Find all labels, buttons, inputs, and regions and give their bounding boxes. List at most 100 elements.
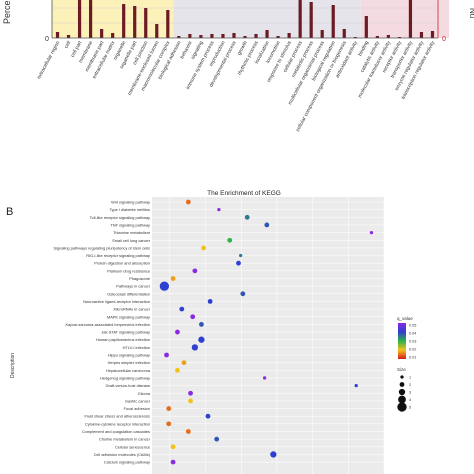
kegg-term-label: Fluid shear stress and atherosclerosis (84, 414, 150, 419)
go-region-molecular-function (360, 0, 450, 38)
q-legend-tick: 0.04 (409, 332, 416, 336)
size-legend-dot (397, 402, 407, 412)
kegg-point (185, 199, 191, 205)
kegg-point (240, 291, 246, 297)
q-legend-tick: 0.02 (409, 348, 416, 352)
kegg-point (188, 398, 193, 404)
kegg-point (264, 222, 270, 228)
kegg-term-label: HTLV-I infection (123, 345, 150, 350)
go-bar (287, 33, 291, 38)
kegg-point (192, 268, 198, 274)
kegg-point (175, 367, 180, 373)
kegg-point (166, 421, 172, 427)
go-bar-chart: Perce Nu 0 0 extracellular region cellcel… (2, 0, 474, 133)
kegg-point (354, 383, 358, 388)
left-axis-label: Perce (2, 0, 12, 24)
kegg-point (175, 329, 180, 335)
go-bar (166, 10, 170, 38)
kegg-term-label: Signaling pathways regulating pluripoten… (54, 245, 151, 250)
kegg-term-label: Graft-versus-host disease (105, 383, 150, 388)
kegg-point (170, 276, 176, 281)
kegg-term-label: Osteoclast differentiation (107, 291, 150, 296)
size-legend: Size 1 2 3 4 5 (397, 367, 411, 412)
go-bar (375, 36, 379, 38)
kegg-point (239, 253, 243, 258)
go-bar (386, 35, 390, 38)
kegg-point (191, 344, 199, 351)
kegg-term-label: Toll-like receptor signaling pathway (90, 215, 150, 220)
right-tick-zero: 0 (442, 36, 446, 43)
q-legend-tick: 0.05 (409, 324, 416, 328)
go-bar (55, 32, 60, 38)
kegg-point (369, 230, 374, 235)
kegg-term-label: Hippo signaling pathway (108, 353, 150, 358)
go-bar (397, 37, 401, 38)
kegg-term-label: RIG-I-like receptor signaling pathway (86, 253, 150, 258)
kegg-point (188, 390, 193, 396)
size-legend-dot (398, 388, 406, 396)
go-bar (298, 0, 302, 38)
kegg-point (244, 214, 250, 220)
kegg-term-label: Glioma (138, 391, 151, 396)
kegg-term-label: Wnt signaling pathway (111, 200, 150, 205)
go-bar (331, 5, 335, 38)
go-region-biological-process (52, 0, 174, 38)
kegg-point (164, 352, 169, 358)
kegg-point (159, 281, 170, 291)
kegg-point (170, 444, 176, 450)
kegg-term-label: Complement and coagulation cascades (82, 429, 150, 434)
kegg-term-label: Focal adhesion (124, 406, 150, 411)
y-axis-title: Description (10, 353, 16, 378)
go-bar (122, 4, 126, 38)
size-legend-dot (400, 375, 404, 379)
kegg-term-label: Neuroactive ligand-receptor interaction (83, 299, 150, 304)
go-bar (133, 6, 137, 38)
kegg-point (236, 260, 241, 266)
go-bar (430, 31, 435, 38)
kegg-point (166, 406, 172, 411)
kegg-term-label: Herpes simplex infection (108, 360, 150, 365)
q-legend-tick: 0.03 (409, 340, 416, 344)
size-legend-tick: 1 (409, 376, 411, 380)
kegg-term-label: TNF signaling pathway (110, 222, 150, 227)
kegg-term-label: Type I diabetes mellitus (109, 207, 150, 212)
go-bar (265, 30, 269, 38)
kegg-term-label: Jak-STAT signaling pathway (101, 330, 150, 335)
kegg-term-label: Pathways in cancer (116, 284, 150, 289)
size-legend-tick: 2 (409, 383, 411, 387)
go-bar (364, 16, 368, 38)
kegg-point (198, 336, 205, 343)
kegg-term-label: Kaposi sarcoma-associated herpesvirus in… (65, 322, 150, 327)
plot-panel (152, 197, 384, 474)
size-legend-tick: 3 (409, 391, 411, 395)
panel-label-b: B (6, 206, 13, 218)
size-legend-dot (399, 382, 405, 387)
go-bar (243, 36, 247, 38)
q-legend-tick: 0.01 (409, 356, 416, 360)
size-legend-tick: 4 (409, 398, 411, 402)
go-bar (144, 8, 148, 38)
chart-title: The Enrichment of KEGG (207, 190, 281, 197)
q-color-bar (398, 323, 406, 359)
kegg-point (227, 237, 233, 243)
kegg-term-label: MAPK signaling pathway (107, 314, 150, 319)
go-bar (111, 33, 115, 38)
kegg-term-label: Phagosome (129, 276, 150, 281)
kegg-point (217, 208, 221, 212)
kegg-term-label: Thiamine metabolism (113, 230, 150, 235)
kegg-term-label: Hedgehog signaling pathway (100, 375, 150, 380)
go-bar (66, 35, 71, 38)
size-legend-dot (398, 395, 406, 404)
go-bar (100, 29, 104, 38)
kegg-point (181, 360, 187, 366)
go-bar (309, 2, 313, 38)
kegg-term-label: Cellular senescence (115, 444, 150, 449)
go-bar (77, 0, 82, 38)
kegg-point (270, 451, 277, 458)
kegg-point (214, 436, 220, 442)
kegg-term-label: Choline metabolism in cancer (99, 437, 151, 442)
go-bar (232, 33, 236, 38)
kegg-point (201, 245, 207, 251)
kegg-point (262, 376, 267, 380)
